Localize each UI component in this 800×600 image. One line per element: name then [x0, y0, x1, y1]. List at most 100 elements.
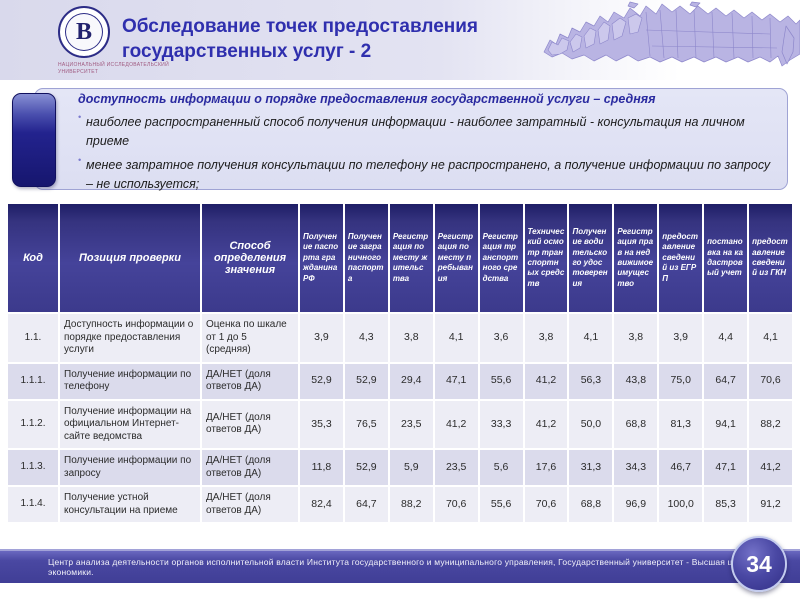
cell-value-3: 23,5 [434, 450, 478, 485]
cell-value-7: 43,8 [614, 363, 658, 399]
cell-position: Получение информации на официальном Инте… [60, 400, 200, 448]
cell-code: 1.1.2. [8, 400, 58, 448]
hse-logo-emblem: В [58, 6, 110, 58]
finding-item-text: менее затратное получения консультации п… [86, 157, 771, 192]
finding-item-text: наиболее распространенный способ получен… [86, 115, 745, 149]
cell-value-4: 55,6 [479, 487, 523, 522]
cell-value-9: 64,7 [704, 363, 748, 399]
footer-text: Центр анализа деятельности органов испол… [48, 557, 754, 577]
hse-logo: В НАЦИОНАЛЬНЫЙ ИССЛЕДОВАТЕЛЬСКИЙ УНИВЕРС… [58, 6, 208, 75]
cell-code: 1.1.1. [8, 363, 58, 399]
cell-value-9: 94,1 [704, 400, 748, 448]
cell-value-1: 52,9 [344, 450, 388, 485]
cell-value-10: 41,2 [749, 450, 792, 485]
cell-method: Оценка по шкале от 1 до 5 (средняя) [202, 314, 298, 362]
key-findings: доступность информации о порядке предост… [78, 92, 778, 199]
cell-value-6: 4,1 [569, 314, 613, 362]
cell-position: Получение информации по запросу [60, 450, 200, 485]
cell-value-0: 11,8 [300, 450, 343, 485]
cell-value-8: 100,0 [659, 487, 703, 522]
cell-value-2: 29,4 [389, 363, 433, 399]
cell-value-6: 31,3 [569, 450, 613, 485]
russia-map-graphic [542, 0, 800, 78]
cell-value-4: 33,3 [479, 400, 523, 448]
cell-value-5: 3,8 [524, 314, 568, 362]
cell-value-8: 81,3 [659, 400, 703, 448]
cell-value-5: 70,6 [524, 487, 568, 522]
cell-value-10: 88,2 [749, 400, 792, 448]
cell-value-1: 52,9 [344, 363, 388, 399]
cell-value-4: 55,6 [479, 363, 523, 399]
cell-value-6: 68,8 [569, 487, 613, 522]
cell-value-2: 3,8 [389, 314, 433, 362]
cell-value-2: 88,2 [389, 487, 433, 522]
service-column-header-8: предоставление сведений из ЕГРП [659, 204, 703, 312]
service-column-header-2: Регистрация по месту жительства [389, 204, 433, 312]
service-column-header-1: Получение заграничного паспорта [344, 204, 388, 312]
cell-value-4: 5,6 [479, 450, 523, 485]
cell-value-1: 64,7 [344, 487, 388, 522]
cell-value-2: 5,9 [389, 450, 433, 485]
cell-value-5: 41,2 [524, 363, 568, 399]
hse-logo-glyph: В [75, 18, 92, 45]
cell-value-10: 70,6 [749, 363, 792, 399]
accent-pill-shape [12, 93, 56, 187]
cell-value-4: 3,6 [479, 314, 523, 362]
cell-value-7: 34,3 [614, 450, 658, 485]
finding-lead: доступность информации о порядке предост… [78, 92, 656, 106]
service-column-header-6: Получение водительского удостоверения [569, 204, 613, 312]
cell-value-6: 50,0 [569, 400, 613, 448]
finding-item: • наиболее распространенный способ получ… [78, 112, 778, 152]
cell-method: ДА/НЕТ (доля ответов ДА) [202, 487, 298, 522]
cell-value-8: 3,9 [659, 314, 703, 362]
cell-method: ДА/НЕТ (доля ответов ДА) [202, 450, 298, 485]
cell-value-6: 56,3 [569, 363, 613, 399]
cell-value-3: 47,1 [434, 363, 478, 399]
cell-method: ДА/НЕТ (доля ответов ДА) [202, 363, 298, 399]
key-findings-box [34, 88, 788, 190]
column-header-2: Способ определения значения [202, 204, 298, 312]
service-column-header-7: Регистрация прав на недвижимое имущество [614, 204, 658, 312]
page-title: Обследование точек предоставления госуда… [122, 14, 562, 64]
cell-value-5: 41,2 [524, 400, 568, 448]
cell-value-7: 96,9 [614, 487, 658, 522]
service-column-header-5: Технический осмотр транспортных средств [524, 204, 568, 312]
footer-bar: Центр анализа деятельности органов испол… [0, 549, 800, 583]
column-header-1: Позиция проверки [60, 204, 200, 312]
cell-position: Доступность информации о порядке предост… [60, 314, 200, 362]
cell-value-3: 4,1 [434, 314, 478, 362]
cell-value-8: 75,0 [659, 363, 703, 399]
service-column-header-9: постановка на кадастровый учет [704, 204, 748, 312]
cell-value-9: 4,4 [704, 314, 748, 362]
cell-value-1: 76,5 [344, 400, 388, 448]
hse-logo-caption: НАЦИОНАЛЬНЫЙ ИССЛЕДОВАТЕЛЬСКИЙ УНИВЕРСИТ… [58, 62, 169, 75]
cell-value-8: 46,7 [659, 450, 703, 485]
cell-value-2: 23,5 [389, 400, 433, 448]
cell-value-3: 41,2 [434, 400, 478, 448]
cell-value-7: 68,8 [614, 400, 658, 448]
cell-value-3: 70,6 [434, 487, 478, 522]
cell-code: 1.1.4. [8, 487, 58, 522]
finding-item: • менее затратное получения консультации… [78, 155, 778, 195]
bullet-dot-icon: • [78, 112, 82, 122]
column-header-0: Код [8, 204, 58, 312]
cell-code: 1.1.3. [8, 450, 58, 485]
page-title-line2: государственных услуг - 2 [122, 41, 372, 63]
cell-value-9: 85,3 [704, 487, 748, 522]
page-title-line1: Обследование точек предоставления [122, 16, 479, 37]
cell-value-10: 91,2 [749, 487, 792, 522]
cell-value-0: 35,3 [300, 400, 343, 448]
cell-value-9: 47,1 [704, 450, 748, 485]
cell-position: Получение информации по телефону [60, 363, 200, 399]
cell-value-5: 17,6 [524, 450, 568, 485]
cell-value-0: 82,4 [300, 487, 343, 522]
cell-code: 1.1. [8, 314, 58, 362]
cell-value-0: 52,9 [300, 363, 343, 399]
cell-position: Получение устной консультации на приеме [60, 487, 200, 522]
page-number-badge: 34 [731, 536, 787, 592]
cell-value-10: 4,1 [749, 314, 792, 362]
cell-value-0: 3,9 [300, 314, 343, 362]
service-column-header-3: Регистрация по месту пребывания [434, 204, 478, 312]
services-table: Код Позиция проверки Способ определения зн… [8, 204, 792, 522]
